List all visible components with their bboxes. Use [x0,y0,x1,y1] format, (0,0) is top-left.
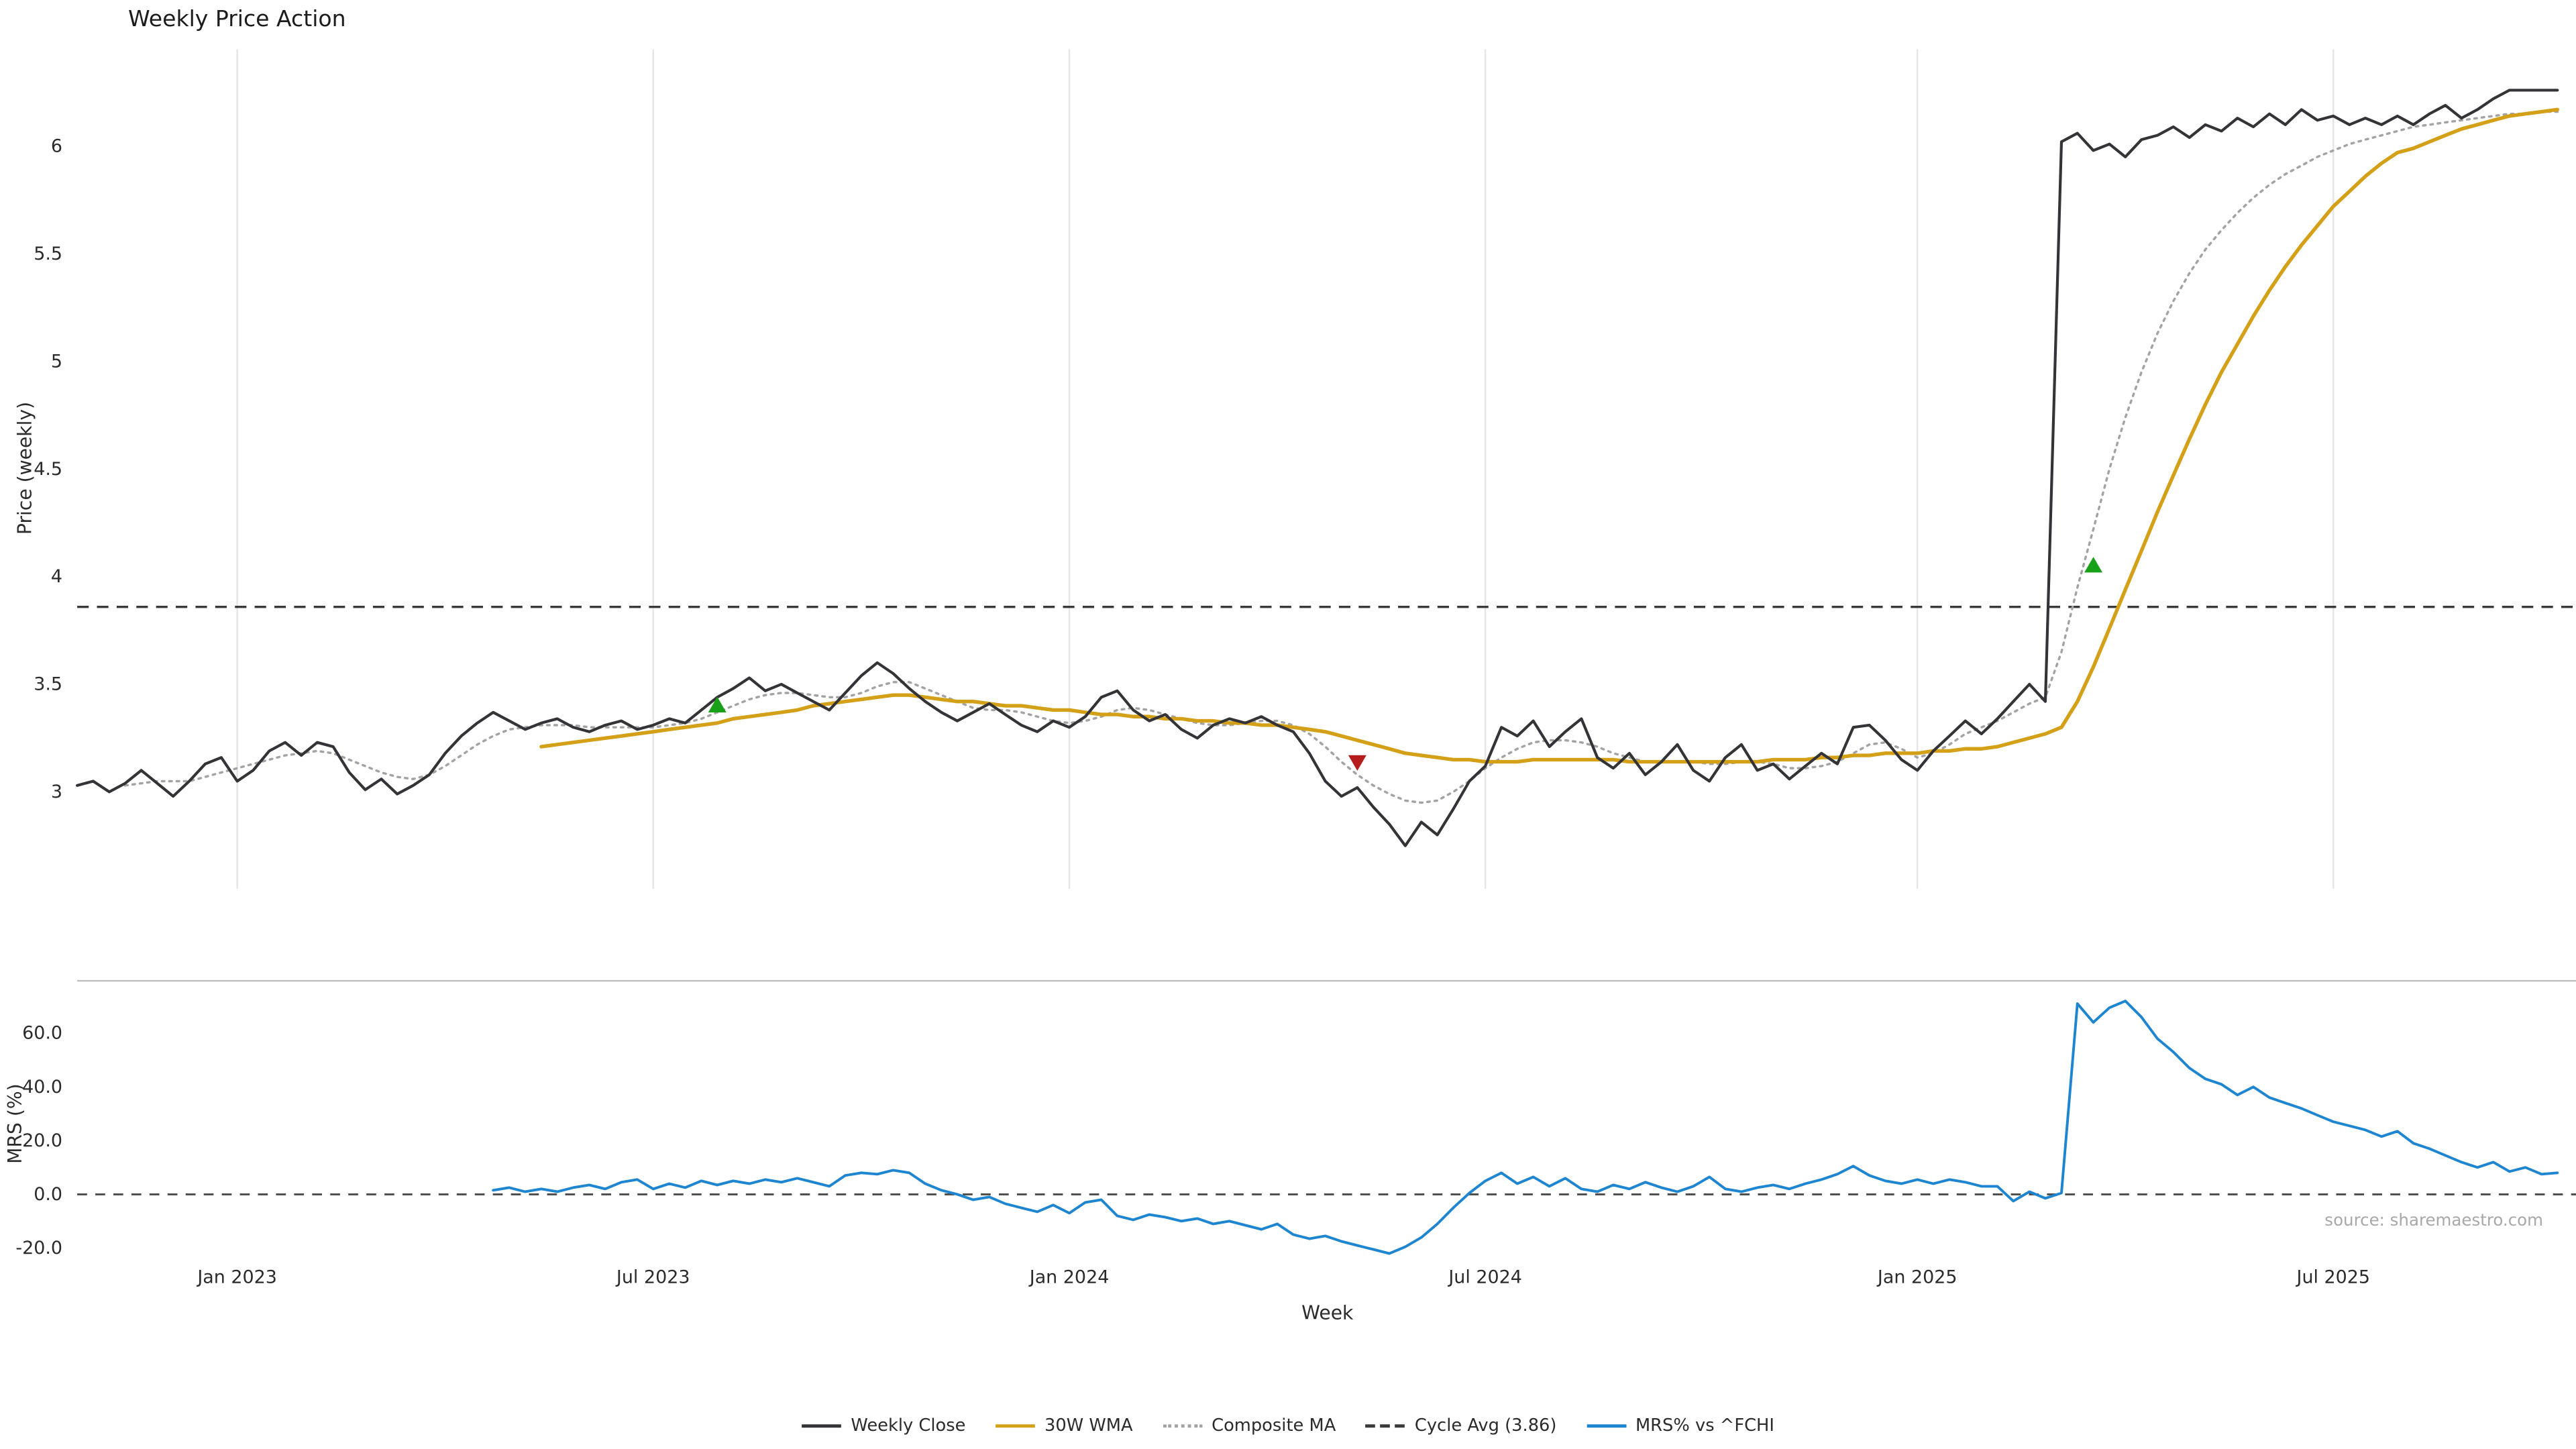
legend-item-cycle-avg: Cycle Avg (3.86) [1365,1416,1556,1436]
composite-ma-line-swatch [1162,1424,1202,1428]
price-y-axis-label: Price (weekly) [13,401,36,535]
x-tick-label: Jul 2024 [1447,1267,1522,1288]
composite-ma-line [123,110,2559,804]
price-ytick-label: 3.5 [34,674,62,695]
mrs-line [492,1000,2559,1255]
mrs-ytick-label: 20.0 [22,1130,62,1151]
buy-signal-icon [708,696,727,712]
x-tick-label: Jul 2025 [2296,1267,2371,1288]
weekly-close-line-swatch [801,1424,841,1428]
legend-item-weekly-close: Weekly Close [801,1416,966,1436]
x-tick-label: Jan 2023 [196,1267,277,1288]
legend-item-mrs: MRS% vs ^FCHI [1586,1416,1775,1436]
chart-title: Weekly Price Action [128,6,346,33]
weekly-close-line [76,89,2559,847]
x-tick-label: Jan 2025 [1876,1267,1957,1288]
wma-30w-line [539,107,2560,764]
price-ytick-label: 3 [51,782,62,802]
legend-item-30w-wma: 30W WMA [995,1416,1133,1436]
mrs-ytick-label: 0.0 [34,1184,62,1205]
buy-signal-icon [2084,557,2103,573]
mrs-ytick-label: -20.0 [15,1238,62,1258]
x-tick-label: Jul 2023 [615,1267,690,1288]
mrs-legend-label: MRS% vs ^FCHI [1635,1416,1775,1436]
mrs-ytick-label: 40.0 [22,1077,62,1097]
x-tick-label: Jan 2024 [1028,1267,1110,1288]
price-ytick-label: 6 [51,136,62,157]
composite-ma-legend-label: Composite MA [1212,1416,1336,1436]
price-ytick-label: 5 [51,351,62,372]
chart-legend: Weekly Close 30W WMA Composite MA Cycle … [0,1416,2576,1436]
legend-item-composite-ma: Composite MA [1162,1416,1336,1436]
wma-legend-label: 30W WMA [1044,1416,1133,1436]
weekly-close-legend-label: Weekly Close [851,1416,966,1436]
price-ytick-label: 4 [51,566,62,587]
cycle-avg-legend-label: Cycle Avg (3.86) [1414,1416,1557,1436]
source-note: source: sharemaestro.com [2324,1212,2544,1231]
mrs-y-axis-label: MRS (%) [3,1083,27,1164]
wma-line-swatch [995,1424,1035,1428]
price-ytick-label: 4.5 [34,459,62,480]
mrs-ytick-label: 60.0 [22,1023,62,1044]
x-axis-label: Week [1301,1301,1354,1324]
price-ytick-label: 5.5 [34,244,62,264]
cycle-avg-line-swatch [1365,1424,1405,1428]
mrs-line-swatch [1586,1424,1626,1428]
sell-signal-icon [1348,755,1366,771]
